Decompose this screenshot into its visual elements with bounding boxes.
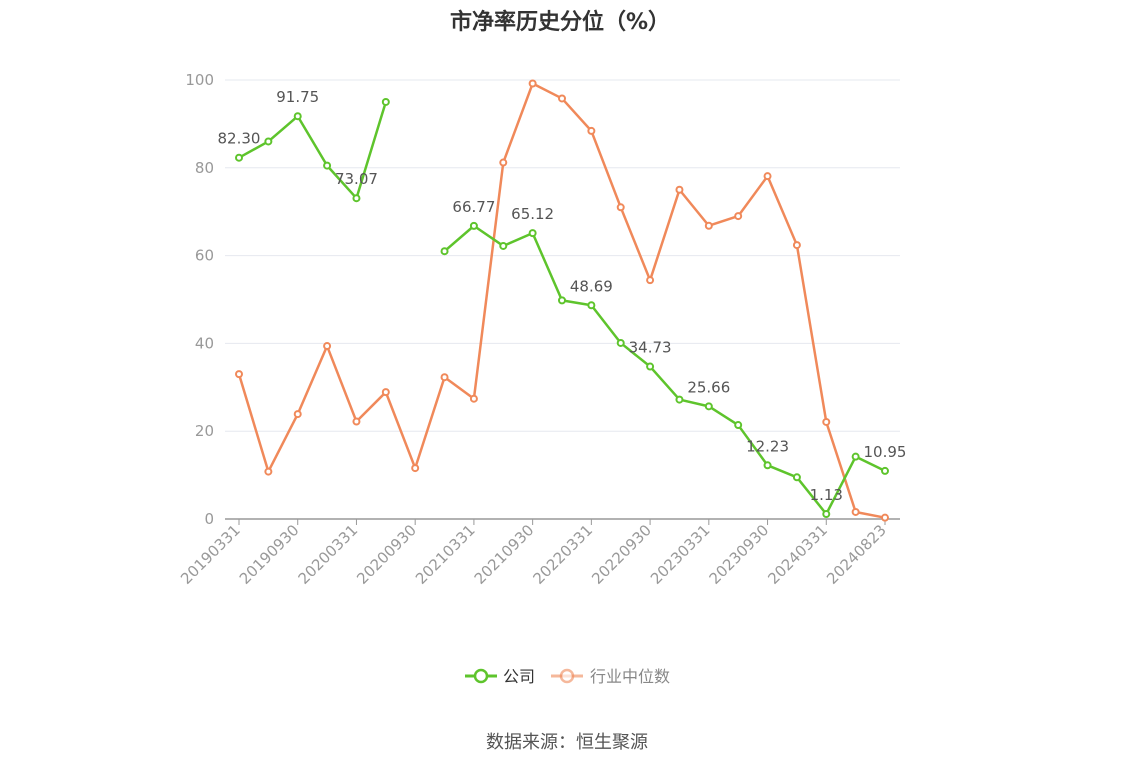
x-tick-label: 20240331 [764, 521, 831, 588]
data-label: 66.77 [452, 198, 495, 216]
chart-title: 市净率历史分位（%） [449, 10, 671, 35]
data-source: 数据来源：恒生聚源 [486, 732, 648, 753]
y-tick-label: 40 [195, 334, 214, 352]
data-point [528, 79, 537, 88]
data-point [293, 410, 302, 419]
data-point [440, 247, 449, 256]
x-tick-label: 20200930 [353, 521, 420, 588]
data-point [352, 194, 361, 203]
data-point [792, 473, 801, 482]
data-point [763, 172, 772, 181]
x-tick-label: 20220930 [588, 521, 655, 588]
data-point [734, 212, 743, 221]
data-point [411, 464, 420, 473]
y-tick-label: 80 [195, 159, 214, 177]
legend: 公司 行业中位数 [465, 667, 670, 686]
data-point [646, 276, 655, 285]
y-tick-label: 100 [185, 71, 214, 89]
data-point [499, 158, 508, 167]
data-point [264, 467, 273, 476]
x-tick-label: 20220331 [529, 521, 596, 588]
x-tick-label: 20230331 [647, 521, 714, 588]
data-label: 73.07 [335, 170, 378, 188]
data-point [323, 161, 332, 170]
data-label: 65.12 [511, 205, 554, 223]
data-point [528, 229, 537, 238]
data-label: 91.75 [276, 88, 319, 106]
data-point [616, 338, 625, 347]
y-tick-label: 0 [204, 510, 214, 528]
data-label: 34.73 [629, 339, 672, 357]
data-point [763, 461, 772, 470]
data-point [616, 203, 625, 212]
data-point [851, 452, 860, 461]
data-point [704, 221, 713, 230]
x-tick-label: 20190930 [236, 521, 303, 588]
x-tick-label: 20240823 [823, 521, 890, 588]
data-point [675, 185, 684, 194]
data-label: 48.69 [570, 277, 613, 295]
x-tick-label: 20210331 [412, 521, 479, 588]
data-point [646, 362, 655, 371]
data-label: 82.30 [218, 130, 261, 148]
data-point [558, 94, 566, 103]
data-point [587, 126, 596, 135]
data-point [881, 466, 889, 475]
x-tick-label: 20210930 [471, 521, 538, 588]
data-point [558, 296, 566, 305]
data-point [235, 153, 243, 162]
data-point [469, 221, 478, 230]
legend-marker [473, 668, 489, 684]
legend-item-industry: 行业中位数 [551, 667, 670, 686]
data-point [440, 373, 449, 382]
data-point [587, 301, 596, 310]
data-point [822, 417, 831, 426]
data-point [734, 421, 743, 430]
x-tick-label: 20230930 [706, 521, 773, 588]
data-point [235, 370, 243, 379]
legend-item-company: 公司 [465, 667, 535, 686]
data-point [352, 417, 361, 426]
series-company: 82.30 91.75 73.07 66.77 65.12 48.69 34.73 25.66… [218, 88, 907, 519]
x-tick-label: 20200331 [295, 521, 362, 588]
data-point [293, 112, 302, 121]
data-point [381, 388, 390, 397]
data-label: 10.95 [864, 443, 907, 461]
data-point [323, 342, 332, 351]
series-industry [235, 79, 889, 522]
x-tick-label: 20190331 [177, 521, 244, 588]
data-point [851, 507, 860, 516]
y-tick-label: 20 [195, 422, 214, 440]
data-point [499, 241, 508, 250]
data-point [704, 402, 713, 411]
data-point [675, 395, 684, 404]
series-line [443, 224, 886, 516]
data-point [264, 137, 273, 146]
data-label: 25.66 [687, 378, 730, 396]
data-point [881, 513, 889, 522]
data-point [469, 394, 478, 403]
legend-label: 公司 [503, 667, 535, 686]
data-label: 12.23 [746, 437, 789, 455]
data-point [381, 97, 390, 106]
legend-marker [559, 668, 575, 684]
legend-label: 行业中位数 [590, 667, 670, 686]
y-tick-label: 60 [195, 247, 214, 265]
data-label: 1.13 [810, 486, 843, 504]
data-point [792, 241, 801, 250]
series-line [238, 101, 388, 200]
data-point [822, 510, 831, 519]
